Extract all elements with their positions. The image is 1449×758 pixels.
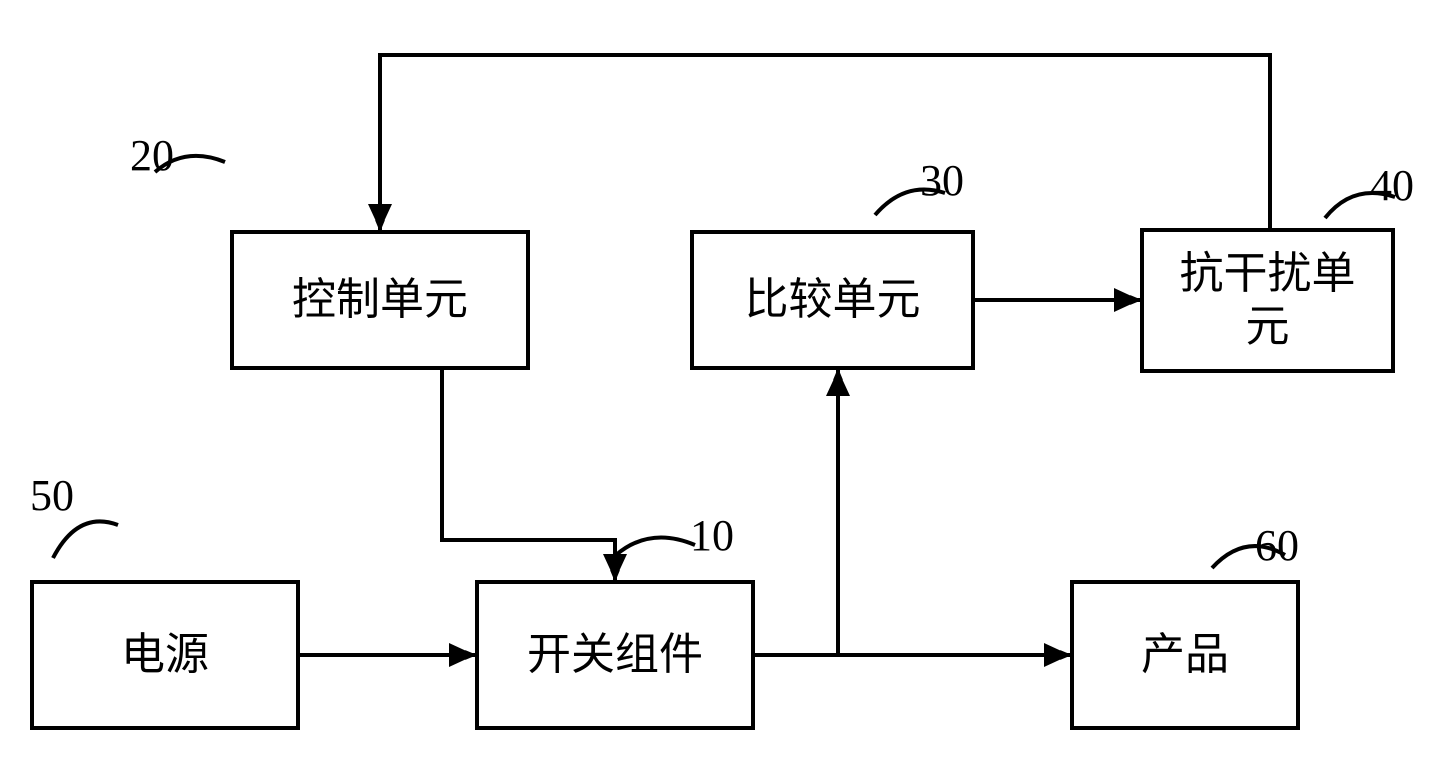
- arrowhead: [1044, 643, 1070, 667]
- label-30: 30: [920, 155, 964, 206]
- label-arc: [616, 537, 695, 555]
- arrowhead: [1114, 288, 1140, 312]
- box-control-unit: 控制单元: [230, 230, 530, 370]
- arrowhead: [368, 204, 392, 230]
- box-control-label: 控制单元: [292, 274, 468, 327]
- box-product-label: 产品: [1141, 629, 1229, 682]
- arrowhead: [826, 370, 850, 396]
- edge: [442, 370, 615, 580]
- box-power-supply: 电源: [30, 580, 300, 730]
- arrowhead: [603, 554, 627, 580]
- box-product: 产品: [1070, 580, 1300, 730]
- arrowhead: [449, 643, 475, 667]
- box-power-label: 电源: [121, 629, 209, 682]
- box-anti-interference-unit: 抗干扰单元: [1140, 228, 1395, 373]
- edge: [380, 55, 1270, 230]
- block-diagram: 控制单元 比较单元 抗干扰单元 电源 开关组件 产品 20 30 40 50 1…: [0, 0, 1449, 758]
- label-50: 50: [30, 470, 74, 521]
- label-20: 20: [130, 130, 174, 181]
- box-anti-label: 抗干扰单元: [1180, 248, 1356, 354]
- box-compare-label: 比较单元: [745, 274, 921, 327]
- label-60: 60: [1255, 520, 1299, 571]
- box-switch-label: 开关组件: [527, 629, 703, 682]
- label-arc: [53, 521, 118, 558]
- box-switch-assembly: 开关组件: [475, 580, 755, 730]
- label-10: 10: [690, 510, 734, 561]
- box-compare-unit: 比较单元: [690, 230, 975, 370]
- label-40: 40: [1370, 160, 1414, 211]
